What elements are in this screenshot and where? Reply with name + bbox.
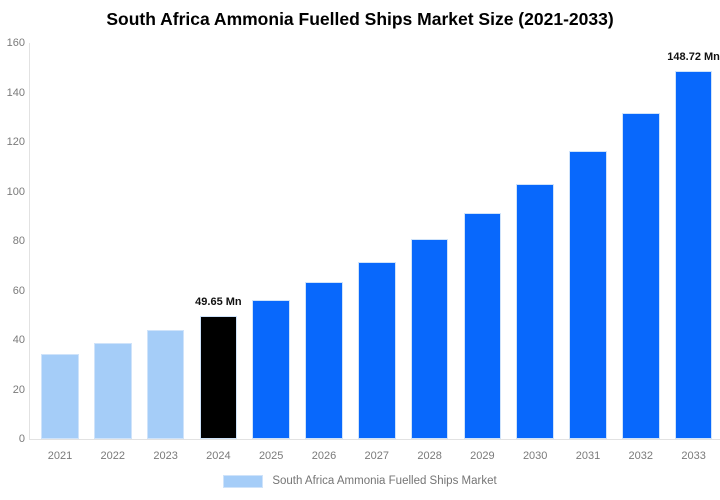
x-tick-label-2033: 2033 [681,450,706,462]
chart-title: South Africa Ammonia Fuelled Ships Marke… [106,9,614,29]
y-tick-label-40: 40 [12,334,25,346]
bar-2027[interactable] [358,261,396,439]
bar-2029[interactable] [463,213,502,439]
y-axis-line [29,43,30,440]
bar-2021[interactable] [41,353,79,439]
bar-value-label-2024: 49.65 Mn [195,296,242,309]
y-tick-label-60: 60 [12,284,25,297]
x-tick-label-2028: 2028 [417,450,442,462]
y-tick-label-80: 80 [12,235,25,247]
bar-2024[interactable] [199,316,238,439]
x-tick-label-2031: 2031 [575,450,601,462]
bar-2033[interactable] [674,70,713,439]
bar-2023[interactable] [146,330,185,439]
bar-2032[interactable] [622,113,660,439]
bar-2031[interactable] [569,150,607,439]
legend[interactable]: South Africa Ammonia Fuelled Ships Marke… [0,474,720,488]
x-tick-label-2025: 2025 [258,450,284,462]
x-tick-label-2029: 2029 [470,450,495,462]
bar-2030[interactable] [516,183,554,439]
x-tick-label-2030: 2030 [522,450,548,462]
x-tick-label-2024: 2024 [206,450,231,462]
y-tick-label-0: 0 [18,433,25,445]
bar-2025[interactable] [252,300,290,439]
x-tick-label-2032: 2032 [628,450,654,462]
y-tick-label-160: 160 [6,37,25,49]
x-tick-label-2026: 2026 [311,450,337,462]
x-tick-label-2022: 2022 [100,450,126,462]
y-tick-label-20: 20 [12,383,25,396]
x-axis-line [29,439,720,440]
bar-2028[interactable] [410,239,449,439]
bar-2026[interactable] [305,282,343,439]
y-tick-label-100: 100 [6,185,25,198]
y-tick-label-120: 120 [6,136,25,148]
x-tick-label-2023: 2023 [153,450,178,462]
legend-swatch[interactable] [223,474,264,488]
bar-value-label-2033: 148.72 Mn [667,50,720,63]
legend-label[interactable]: South Africa Ammonia Fuelled Ships Marke… [272,475,497,487]
bar-2022[interactable] [94,342,132,439]
x-tick-label-2021: 2021 [47,450,73,462]
y-tick-label-140: 140 [6,86,25,99]
x-tick-label-2027: 2027 [364,450,390,462]
plot-area: 0 20 40 60 80 100 120 140 160 2021 2022 2023 2024 202… [7,37,720,462]
